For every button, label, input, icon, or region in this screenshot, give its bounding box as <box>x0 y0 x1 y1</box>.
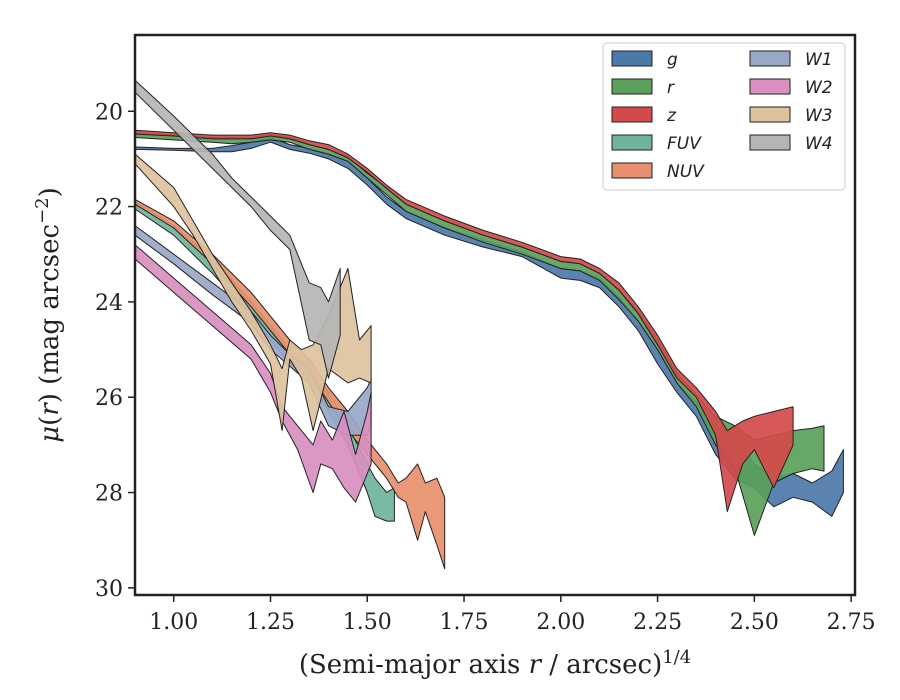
band-w4 <box>134 79 341 379</box>
y-tick-label: 26 <box>95 386 123 411</box>
legend-label: W2 <box>805 78 833 98</box>
y-tick-label: 20 <box>95 100 123 125</box>
x-tick-label: 2.25 <box>633 610 682 635</box>
legend-label: z <box>666 106 677 126</box>
y-tick-label: 22 <box>95 196 123 221</box>
legend-swatch <box>611 134 653 151</box>
band-nuv <box>134 198 446 570</box>
legend-swatch <box>749 78 791 95</box>
x-tick-label: 1.25 <box>246 610 295 635</box>
legend-label: W1 <box>805 50 833 70</box>
legend-swatch <box>611 50 653 67</box>
legend-swatch <box>749 134 791 151</box>
legend-label: g <box>667 50 678 70</box>
legend-swatch <box>611 162 653 179</box>
legend-swatch <box>611 106 653 123</box>
x-tick-label: 1.75 <box>440 610 489 635</box>
x-tick-label: 1.00 <box>149 610 198 635</box>
legend: grz FUV NUV W1 W2 W3 W4 <box>602 42 846 191</box>
legend-swatch <box>611 78 653 95</box>
legend-label: W3 <box>805 106 833 126</box>
legend-swatch <box>749 50 791 67</box>
y-axis: 20 22 24 26 28 30 <box>95 100 135 602</box>
x-tick-label: 2.00 <box>536 610 585 635</box>
x-axis-label: (Semi-major axis r / arcsec)1/4 <box>299 647 691 680</box>
x-tick-label: 2.75 <box>827 610 876 635</box>
legend-label: FUV <box>667 134 702 154</box>
y-tick-label: 24 <box>95 291 123 316</box>
y-axis-label: μ(r) (mag arcsec−2) <box>32 187 65 443</box>
y-tick-label: 30 <box>95 577 123 602</box>
x-axis: 1.00 1.25 1.50 1.75 2.00 2.25 2.50 2.75 <box>149 595 876 635</box>
legend-label: W4 <box>805 134 833 154</box>
band-w3 <box>134 153 372 432</box>
legend-swatch <box>749 106 791 123</box>
legend-label: r <box>667 78 675 98</box>
x-tick-label: 1.50 <box>343 610 392 635</box>
legend-label: NUV <box>667 162 705 182</box>
y-tick-label: 28 <box>95 482 123 507</box>
x-tick-label: 2.50 <box>730 610 779 635</box>
plot-frame <box>133 33 857 597</box>
series-bands <box>134 79 844 570</box>
band-z <box>134 129 794 513</box>
